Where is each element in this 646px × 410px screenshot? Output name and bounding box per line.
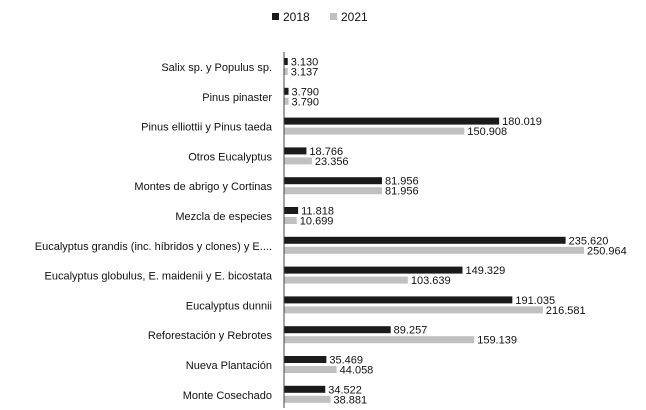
bar-2018 (284, 296, 513, 304)
data-label-2018: 34.522 (328, 384, 362, 396)
data-label-2018: 11.818 (301, 206, 334, 218)
data-label-2021: 250.964 (587, 245, 627, 257)
data-label-2018: 3.790 (292, 86, 320, 98)
bar-2018 (284, 385, 326, 393)
category-label: Montes de abrigo y Cortinas (134, 181, 272, 193)
data-label-2021: 81.956 (385, 186, 419, 198)
category-label: Eucalyptus globulus, E. maidenii y E. bi… (45, 271, 273, 283)
bar-2021 (284, 97, 289, 105)
data-label-2018: 89.257 (394, 325, 428, 337)
bar-2018 (284, 207, 299, 214)
data-label-2018: 180.019 (502, 116, 542, 128)
data-label-2018: 35.469 (329, 355, 363, 367)
data-label-2021: 150.908 (467, 126, 507, 138)
bar-2021 (284, 157, 312, 165)
bar-2021 (284, 187, 382, 195)
bar-2021 (284, 306, 543, 314)
data-label-2021: 38.881 (333, 394, 367, 406)
bar-2021 (284, 246, 584, 254)
data-label-2021: 3.137 (291, 67, 319, 79)
data-label-2021: 159.139 (477, 335, 517, 347)
legend-label-2018: 2018 (283, 10, 310, 24)
bar-2018 (284, 147, 307, 155)
category-label: Pinus elliottii y Pinus taeda (141, 122, 273, 134)
category-label: Pinus pinaster (202, 92, 272, 104)
bars (284, 58, 584, 403)
bar-2018 (284, 266, 463, 274)
data-label-2021: 10.699 (300, 216, 334, 228)
data-label-2018: 81.956 (385, 176, 419, 188)
data-label-2021: 103.639 (411, 275, 451, 287)
data-label-2018: 235.620 (569, 235, 609, 247)
category-label: Monte Cosechado (183, 390, 272, 402)
legend: 2018 2021 (272, 10, 368, 24)
bar-2021 (284, 395, 331, 403)
bar-2018 (284, 87, 289, 95)
data-label-2018: 191.035 (515, 295, 555, 307)
bar-2021 (284, 127, 465, 135)
bar-2018 (284, 326, 391, 334)
legend-swatch-2021 (330, 13, 337, 20)
category-label: Salix sp. y Populus sp. (161, 62, 272, 74)
bar-2021 (284, 366, 337, 373)
category-label: Reforestación y Rebrotes (148, 330, 273, 342)
data-label-2018: 3.130 (291, 57, 319, 69)
bar-2021 (284, 276, 408, 284)
data-label-2021: 3.790 (292, 96, 320, 108)
bar-2018 (284, 117, 500, 125)
bar-2021 (284, 68, 288, 75)
bar-2018 (284, 58, 288, 65)
bar-2021 (284, 336, 475, 344)
bar-2018 (284, 236, 566, 244)
legend-label-2021: 2021 (341, 10, 368, 24)
category-labels: Salix sp. y Populus sp. Pinus pinaster Pin… (35, 62, 273, 402)
category-label: Eucalyptus dunnii (186, 300, 272, 312)
data-label-2018: 18.766 (309, 146, 343, 158)
data-label-2021: 44.058 (340, 365, 374, 377)
bar-2018 (284, 356, 327, 363)
data-label-2021: 216.581 (546, 305, 586, 317)
data-label-2018: 149.329 (465, 265, 505, 277)
bar-2021 (284, 217, 297, 224)
data-label-2021: 23.356 (315, 156, 349, 168)
category-label: Eucalyptus grandis (inc. híbridos y clon… (35, 241, 272, 253)
category-label: Otros Eucalyptus (188, 151, 272, 163)
category-label: Nueva Plantación (186, 360, 272, 372)
bar-2018 (284, 177, 382, 185)
legend-swatch-2018 (272, 13, 279, 20)
category-label: Mezcla de especies (175, 211, 272, 223)
